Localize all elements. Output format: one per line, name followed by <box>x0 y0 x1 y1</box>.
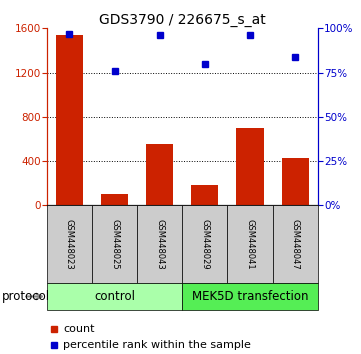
FancyBboxPatch shape <box>182 283 318 310</box>
FancyBboxPatch shape <box>273 205 318 283</box>
Text: GSM448043: GSM448043 <box>155 219 164 270</box>
Text: GSM448025: GSM448025 <box>110 219 119 270</box>
Text: count: count <box>63 324 95 334</box>
Text: GSM448029: GSM448029 <box>200 219 209 270</box>
FancyBboxPatch shape <box>182 205 227 283</box>
Text: MEK5D transfection: MEK5D transfection <box>192 290 308 303</box>
FancyBboxPatch shape <box>47 283 182 310</box>
FancyBboxPatch shape <box>137 205 182 283</box>
Bar <box>191 185 218 205</box>
Bar <box>282 158 309 205</box>
FancyBboxPatch shape <box>227 205 273 283</box>
Text: GSM448041: GSM448041 <box>245 219 255 270</box>
FancyBboxPatch shape <box>47 205 92 283</box>
Text: percentile rank within the sample: percentile rank within the sample <box>63 340 251 350</box>
Bar <box>146 144 173 205</box>
Text: control: control <box>94 290 135 303</box>
Text: protocol: protocol <box>2 290 50 303</box>
Title: GDS3790 / 226675_s_at: GDS3790 / 226675_s_at <box>99 13 266 27</box>
FancyBboxPatch shape <box>92 205 137 283</box>
Bar <box>236 128 264 205</box>
Text: GSM448023: GSM448023 <box>65 219 74 270</box>
Bar <box>56 35 83 205</box>
Bar <box>101 194 128 205</box>
Text: GSM448047: GSM448047 <box>291 219 300 270</box>
